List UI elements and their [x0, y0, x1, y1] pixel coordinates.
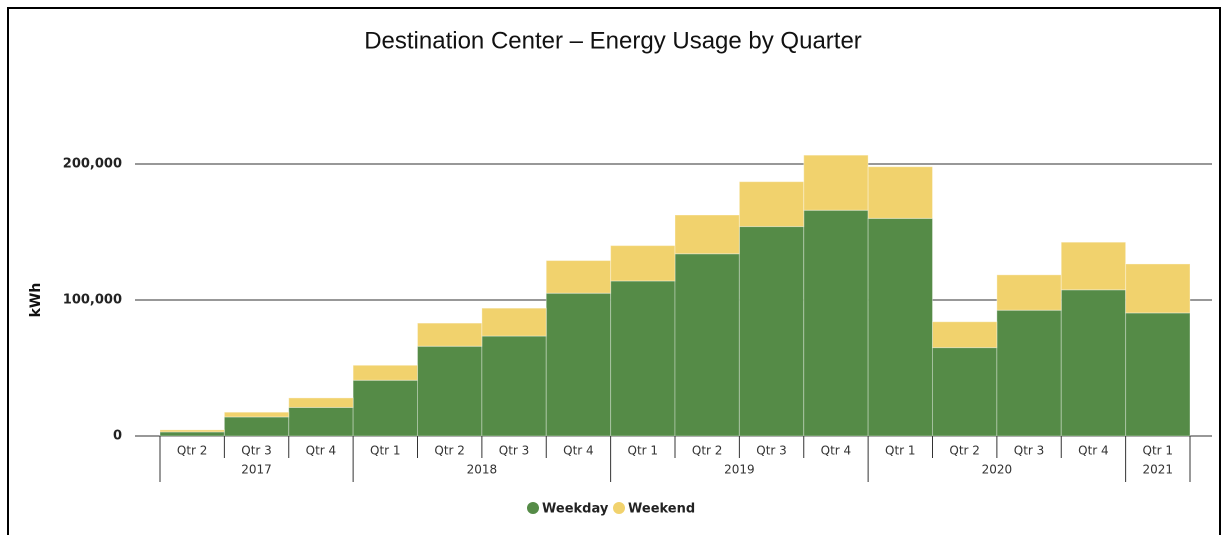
bar-segment	[932, 347, 998, 437]
y-tick-label: 200,000	[63, 157, 122, 172]
x-group-label: 2019	[724, 463, 755, 477]
bar-segment	[1060, 289, 1127, 437]
bar-segment	[545, 260, 612, 294]
bar-segment	[288, 406, 354, 437]
x-tick-label: Qtr 4	[1078, 444, 1109, 458]
bar-segment	[674, 253, 740, 437]
chart-title: Destination Center – Energy Usage by Qua…	[364, 27, 862, 54]
x-tick-label: Qtr 1	[370, 444, 401, 458]
x-tick-label: Qtr 3	[241, 444, 272, 458]
bar-segment	[738, 181, 805, 228]
x-group-label: 2017	[241, 463, 272, 477]
bar-segment	[223, 416, 290, 437]
bar-segment	[481, 307, 547, 337]
x-tick-label: Qtr 2	[692, 444, 723, 458]
x-tick-label: Qtr 3	[756, 444, 787, 458]
x-tick-label: Qtr 4	[306, 444, 337, 458]
bar-segment	[481, 335, 547, 437]
bar-segment	[545, 292, 612, 437]
bar-segment	[932, 321, 998, 349]
bar-segment	[159, 429, 225, 433]
x-tick-label: Qtr 4	[563, 444, 594, 458]
bar-segment	[1060, 241, 1127, 291]
y-tick-label: 0	[113, 429, 122, 444]
bar-segment	[674, 214, 740, 255]
bar-segment	[223, 411, 290, 418]
bar-segment	[803, 154, 869, 211]
bar-segment	[417, 345, 483, 437]
x-tick-label: Qtr 3	[1014, 444, 1045, 458]
bar-segment	[610, 245, 676, 282]
x-tick-label: Qtr 1	[1143, 444, 1174, 458]
bar-segment	[352, 379, 418, 437]
bar-segment	[417, 322, 483, 347]
legend-swatch	[613, 502, 625, 514]
bar-segment	[610, 280, 676, 437]
y-tick-label: 100,000	[63, 293, 122, 308]
x-tick-label: Qtr 2	[177, 444, 208, 458]
y-axis-label: kWh	[28, 283, 44, 318]
bar-segment	[867, 217, 933, 437]
legend-label: Weekend	[628, 502, 695, 517]
bar-segment	[996, 274, 1062, 311]
bar-segment	[803, 209, 869, 437]
x-tick-label: Qtr 1	[885, 444, 916, 458]
x-group-label: 2018	[467, 463, 498, 477]
x-group-label: 2020	[982, 463, 1013, 477]
bar-segment	[1125, 312, 1191, 437]
x-tick-label: Qtr 2	[949, 444, 980, 458]
legend-swatch	[527, 502, 539, 514]
x-group-label: 2021	[1143, 463, 1174, 477]
legend-label: Weekday	[542, 502, 609, 517]
bar-segment	[352, 364, 418, 381]
bar-segment	[1125, 263, 1191, 314]
bar-segment	[738, 226, 805, 437]
x-tick-label: Qtr 3	[499, 444, 530, 458]
bar-segment	[288, 397, 354, 408]
x-tick-label: Qtr 4	[821, 444, 852, 458]
bar-segment	[159, 431, 225, 437]
x-tick-label: Qtr 2	[434, 444, 465, 458]
bar-segment	[996, 309, 1062, 437]
x-tick-label: Qtr 1	[628, 444, 659, 458]
bar-segment	[867, 166, 933, 219]
